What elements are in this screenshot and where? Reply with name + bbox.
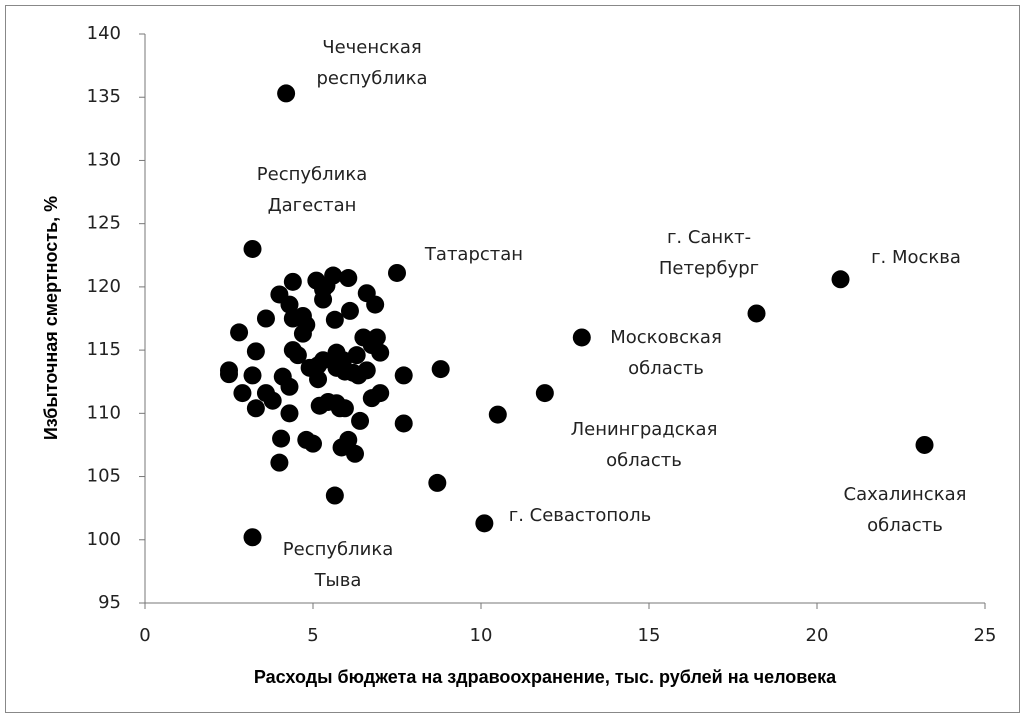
point <box>325 486 344 505</box>
point <box>915 435 934 454</box>
point <box>324 266 343 285</box>
x-tick-label: 10 <box>470 625 493 646</box>
annotation: республика <box>316 68 427 89</box>
point <box>314 351 333 370</box>
point <box>572 328 591 347</box>
point <box>394 366 413 385</box>
y-tick-label: 110 <box>87 402 121 423</box>
annotation: область <box>606 450 682 471</box>
y-tick-label: 125 <box>87 213 121 234</box>
point <box>367 328 386 347</box>
point <box>332 438 351 457</box>
x-tick-label: 20 <box>806 625 829 646</box>
point <box>233 384 252 403</box>
annotation: Республика <box>257 164 367 185</box>
y-tick-label: 95 <box>98 592 121 613</box>
point <box>280 295 299 314</box>
point <box>346 444 364 463</box>
point <box>339 269 358 288</box>
annotation: г. Москва <box>871 247 961 268</box>
x-axis-title: Расходы бюджета на здравоохранение, тыс.… <box>254 667 837 687</box>
annotation: Петербург <box>659 258 759 279</box>
point <box>270 453 289 472</box>
y-tick-label: 135 <box>87 86 121 107</box>
point <box>388 263 406 282</box>
point <box>280 404 299 423</box>
point <box>431 360 450 379</box>
annotation: область <box>628 358 704 379</box>
point <box>256 309 275 328</box>
point <box>243 366 262 385</box>
point <box>243 239 262 258</box>
point <box>280 377 299 396</box>
point <box>325 310 344 329</box>
annotation: Московская <box>610 327 722 348</box>
annotation: Чеченская <box>322 37 422 58</box>
point <box>272 429 291 448</box>
point <box>747 304 766 323</box>
point <box>475 514 494 533</box>
annotation: г. Санкт- <box>667 227 751 248</box>
point <box>831 270 850 289</box>
y-tick-label: 120 <box>87 276 121 297</box>
point <box>246 399 265 418</box>
point <box>371 343 390 362</box>
point <box>243 528 262 547</box>
annotation: Дагестан <box>268 195 357 216</box>
point <box>366 295 385 314</box>
annotation: г. Севастополь <box>509 505 651 526</box>
point <box>230 323 249 342</box>
annotation: Тыва <box>314 570 362 591</box>
y-tick-label: 130 <box>87 149 121 170</box>
point <box>288 346 307 365</box>
point <box>362 389 381 408</box>
annotation: Сахалинская <box>844 484 967 505</box>
x-tick-label: 15 <box>638 625 661 646</box>
point <box>263 391 282 410</box>
point <box>246 342 265 361</box>
x-tick-label: 0 <box>139 625 150 646</box>
point <box>304 434 322 453</box>
point <box>340 301 359 320</box>
point <box>277 84 296 103</box>
y-tick-label: 100 <box>87 529 121 550</box>
point <box>297 315 316 334</box>
point <box>335 399 354 418</box>
annotation: Республика <box>283 539 393 560</box>
annotation: Татарстан <box>424 244 523 265</box>
point <box>357 361 376 380</box>
y-tick-label: 140 <box>87 23 121 44</box>
y-tick-label: 115 <box>87 339 121 360</box>
point <box>283 272 302 291</box>
point <box>488 405 507 424</box>
point <box>394 414 413 433</box>
x-tick-label: 25 <box>974 625 997 646</box>
y-axis-title: Избыточная смертность, % <box>41 196 61 440</box>
point <box>535 384 554 403</box>
x-tick-label: 5 <box>307 625 318 646</box>
annotation: область <box>867 515 943 536</box>
point <box>428 473 447 492</box>
point <box>220 361 238 380</box>
chart-frame <box>5 5 1020 713</box>
point <box>351 411 370 430</box>
point <box>300 358 319 377</box>
annotation: Ленинградская <box>571 419 718 440</box>
point <box>334 351 353 370</box>
y-tick-label: 105 <box>87 466 121 487</box>
